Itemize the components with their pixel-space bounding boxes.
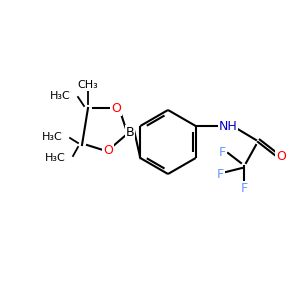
Text: O: O — [276, 149, 286, 163]
Text: H₃C: H₃C — [45, 153, 65, 163]
Text: O: O — [103, 143, 113, 157]
Text: H₃C: H₃C — [50, 91, 70, 101]
Text: B: B — [126, 125, 134, 139]
Text: F: F — [218, 146, 226, 158]
Text: F: F — [240, 182, 247, 194]
Text: NH: NH — [219, 119, 237, 133]
Text: O: O — [111, 101, 121, 115]
Text: H₃C: H₃C — [42, 132, 62, 142]
Text: CH₃: CH₃ — [78, 80, 98, 90]
Text: F: F — [216, 167, 224, 181]
